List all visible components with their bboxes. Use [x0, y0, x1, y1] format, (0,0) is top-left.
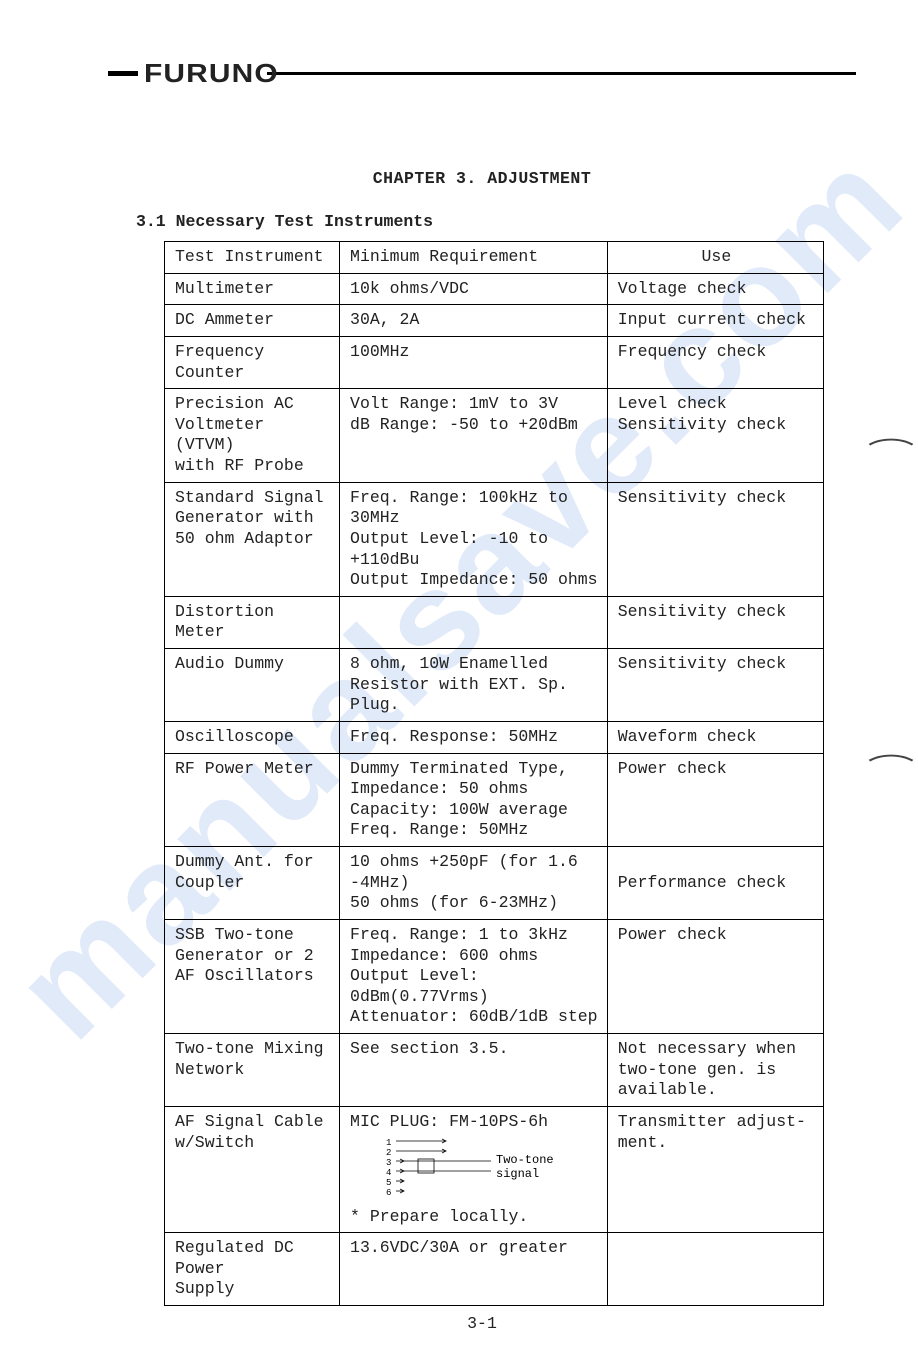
table-row: Audio Dummy8 ohm, 10W Enamelled Resistor…	[165, 649, 824, 722]
svg-text:Two-tonesignal: Two-tonesignal	[496, 1153, 554, 1181]
table-row: Two-tone Mixing NetworkSee section 3.5.N…	[165, 1034, 824, 1107]
cell-instrument: Standard Signal Generator with 50 ohm Ad…	[165, 482, 340, 596]
cell-instrument: Precision AC Voltmeter (VTVM) with RF Pr…	[165, 389, 340, 483]
cell-requirement: 10 ohms +250pF (for 1.6 -4MHz) 50 ohms (…	[340, 847, 608, 920]
svg-text:2: 2	[386, 1148, 391, 1158]
cell-instrument: Oscilloscope	[165, 721, 340, 753]
svg-text:5: 5	[386, 1178, 391, 1188]
table-row: Frequency Counter100MHzFrequency check	[165, 336, 824, 388]
chapter-title: CHAPTER 3. ADJUSTMENT	[108, 169, 856, 188]
cell-use: Power check	[607, 919, 823, 1033]
table-row: Regulated DC Power Supply13.6VDC/30A or …	[165, 1233, 824, 1306]
prepare-locally-note: * Prepare locally.	[350, 1207, 599, 1228]
svg-text:4: 4	[386, 1168, 391, 1178]
page-container: FURUNO CHAPTER 3. ADJUSTMENT 3.1 Necessa…	[0, 0, 918, 1363]
cell-instrument: Dummy Ant. for Coupler	[165, 847, 340, 920]
col-header-use: Use	[607, 242, 823, 274]
cell-use: Frequency check	[607, 336, 823, 388]
cell-instrument: RF Power Meter	[165, 753, 340, 847]
table-row: OscilloscopeFreq. Response: 50MHzWavefor…	[165, 721, 824, 753]
cell-use: Sensitivity check	[607, 596, 823, 648]
cell-instrument: Multimeter	[165, 273, 340, 305]
cell-instrument: Regulated DC Power Supply	[165, 1233, 340, 1306]
cell-use: Waveform check	[607, 721, 823, 753]
svg-text:3: 3	[386, 1158, 391, 1168]
table-header-row: Test Instrument Minimum Requirement Use	[165, 242, 824, 274]
header-bar: FURUNO	[108, 58, 856, 89]
cell-use: Sensitivity check	[607, 649, 823, 722]
mic-plug-label: MIC PLUG: FM-10PS-6h	[350, 1112, 599, 1133]
table-row: DC Ammeter30A, 2AInput current check	[165, 305, 824, 337]
cell-requirement: Freq. Response: 50MHz	[340, 721, 608, 753]
cell-use: Power check	[607, 753, 823, 847]
cell-instrument: Frequency Counter	[165, 336, 340, 388]
cell-requirement: Volt Range: 1mV to 3V dB Range: -50 to +…	[340, 389, 608, 483]
cell-requirement: Freq. Range: 100kHz to 30MHz Output Leve…	[340, 482, 608, 596]
cell-instrument: Distortion Meter	[165, 596, 340, 648]
table-row: Distortion Meter Sensitivity check	[165, 596, 824, 648]
cell-instrument: Two-tone Mixing Network	[165, 1034, 340, 1107]
cell-requirement: 13.6VDC/30A or greater	[340, 1233, 608, 1306]
cell-requirement	[340, 596, 608, 648]
cell-requirement: See section 3.5.	[340, 1034, 608, 1107]
col-header-requirement: Minimum Requirement	[340, 242, 608, 274]
table-row: RF Power MeterDummy Terminated Type, Imp…	[165, 753, 824, 847]
cell-requirement: 10k ohms/VDC	[340, 273, 608, 305]
table-row: Precision AC Voltmeter (VTVM) with RF Pr…	[165, 389, 824, 483]
cell-use: Input current check	[607, 305, 823, 337]
page-number: 3-1	[108, 1314, 856, 1333]
brand-logo: FURUNO	[144, 58, 279, 89]
cell-use	[607, 1233, 823, 1306]
table-row: AF Signal Cable w/Switch MIC PLUG: FM-10P…	[165, 1106, 824, 1232]
cell-use: Sensitivity check	[607, 482, 823, 596]
table-row: Multimeter10k ohms/VDCVoltage check	[165, 273, 824, 305]
svg-text:6: 6	[386, 1188, 391, 1198]
cell-requirement: 8 ohm, 10W Enamelled Resistor with EXT. …	[340, 649, 608, 722]
table-row: Dummy Ant. for Coupler10 ohms +250pF (fo…	[165, 847, 824, 920]
cell-use: Transmitter adjust- ment.	[607, 1106, 823, 1232]
cell-use: Performance check	[607, 847, 823, 920]
cell-use: Level check Sensitivity check	[607, 389, 823, 483]
table-row: Standard Signal Generator with 50 ohm Ad…	[165, 482, 824, 596]
section-title: 3.1 Necessary Test Instruments	[136, 212, 856, 231]
header-rule-left	[108, 71, 138, 76]
cell-requirement: Dummy Terminated Type, Impedance: 50 ohm…	[340, 753, 608, 847]
cell-use: Not necessary when two-tone gen. is avai…	[607, 1034, 823, 1107]
cell-instrument: SSB Two-tone Generator or 2 AF Oscillato…	[165, 919, 340, 1033]
cell-use: Voltage check	[607, 273, 823, 305]
cell-requirement: MIC PLUG: FM-10PS-6h 123456 Two-tonesignal…	[340, 1106, 608, 1232]
table-row: SSB Two-tone Generator or 2 AF Oscillato…	[165, 919, 824, 1033]
cell-requirement: Freq. Range: 1 to 3kHz Impedance: 600 oh…	[340, 919, 608, 1033]
svg-text:1: 1	[386, 1138, 391, 1148]
cell-requirement: 100MHz	[340, 336, 608, 388]
cell-instrument: Audio Dummy	[165, 649, 340, 722]
cell-requirement: 30A, 2A	[340, 305, 608, 337]
header-rule-right	[267, 72, 856, 75]
instruments-table: Test Instrument Minimum Requirement Use …	[164, 241, 824, 1306]
cell-instrument: DC Ammeter	[165, 305, 340, 337]
col-header-instrument: Test Instrument	[165, 242, 340, 274]
cell-instrument: AF Signal Cable w/Switch	[165, 1106, 340, 1232]
mic-plug-schematic: 123456 Two-tonesignal	[386, 1135, 556, 1205]
